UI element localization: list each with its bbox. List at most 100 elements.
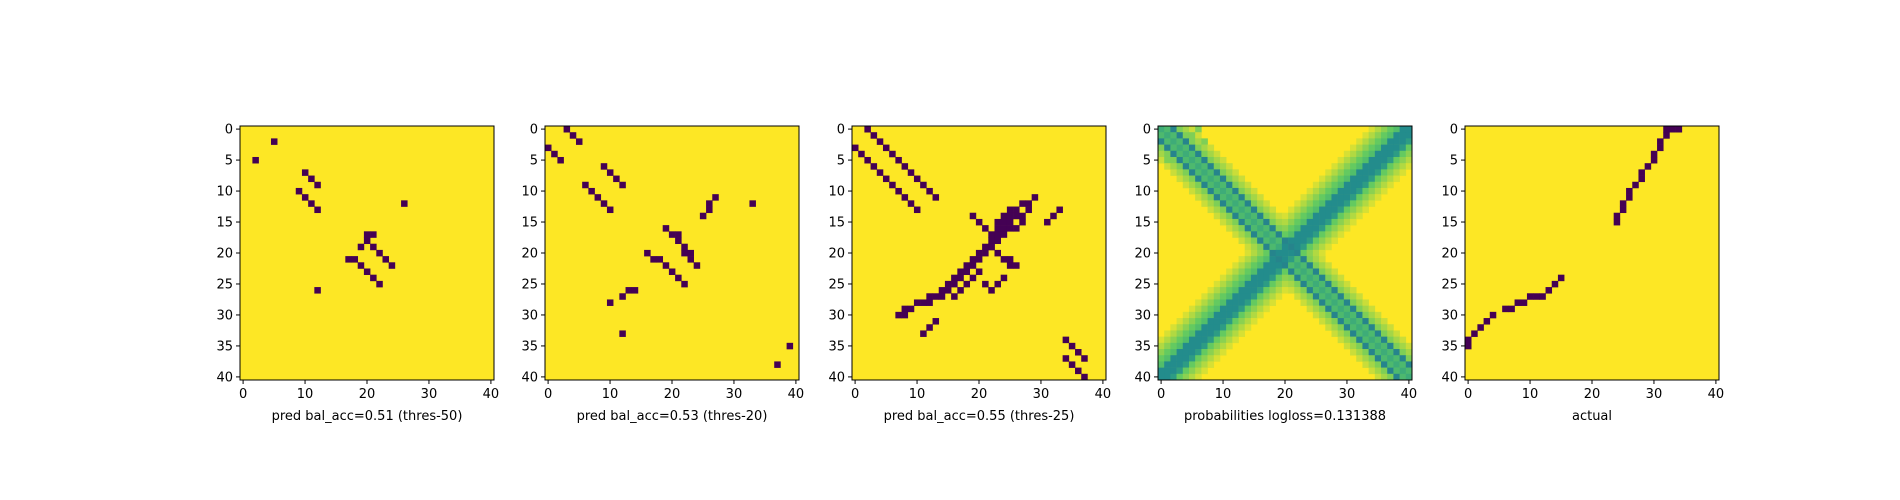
heatmap-cell: [1164, 355, 1171, 362]
heatmap-cell: [582, 181, 589, 189]
heatmap-cell: [1182, 373, 1190, 381]
heatmap-cell: [1195, 361, 1202, 368]
heatmap-cell: [1300, 280, 1307, 288]
heatmap-cell: [363, 237, 371, 245]
heatmap-cell: [1319, 212, 1326, 220]
heatmap-cell: [1374, 194, 1382, 201]
heatmap-cell: [1226, 330, 1233, 337]
heatmap-cell: [1483, 318, 1491, 325]
heatmap-cell: [1207, 318, 1215, 325]
heatmap-cell: [1226, 218, 1233, 226]
heatmap-cell: [1219, 311, 1227, 319]
heatmap-cell: [1275, 268, 1283, 275]
heatmap-cell: [1362, 156, 1369, 164]
heatmap-cell: [1350, 293, 1357, 300]
heatmap-cell: [982, 243, 989, 251]
heatmap-cell: [1195, 336, 1202, 344]
heatmap-cell: [1294, 293, 1301, 300]
heatmap-cell: [1362, 349, 1369, 356]
heatmap-cell: [963, 262, 971, 269]
heatmap-cell: [706, 200, 713, 207]
heatmap-cell: [1164, 373, 1171, 381]
heatmap-cell: [920, 330, 927, 337]
heatmap-cell: [1226, 342, 1233, 350]
heatmap-cell: [1356, 200, 1363, 207]
heatmap-cell: [1325, 187, 1332, 195]
heatmap-cell: [1331, 299, 1338, 306]
heatmap-cell: [1539, 293, 1546, 300]
heatmap-cell: [1207, 150, 1215, 158]
heatmap-cell: [1381, 126, 1388, 133]
heatmap-cell: [901, 163, 909, 170]
heatmap-cell: [1068, 342, 1076, 350]
heatmap-cell: [1238, 175, 1246, 183]
heatmap-cell: [1238, 206, 1246, 214]
heatmap-cell: [1399, 144, 1407, 152]
heatmap-cell: [1306, 287, 1314, 294]
heatmap-cell: [1368, 324, 1376, 331]
heatmap-cell: [1188, 367, 1196, 375]
heatmap-cell: [1176, 330, 1184, 337]
heatmap-cell: [1387, 163, 1394, 170]
heatmap-cell: [1188, 324, 1196, 331]
heatmap-cell: [1269, 262, 1277, 269]
heatmap-cell: [1306, 274, 1314, 282]
heatmap-cell: [1244, 249, 1252, 257]
heatmap-cell: [1356, 342, 1363, 350]
heatmap-cell: [1331, 330, 1338, 337]
heatmap-cell: [631, 287, 639, 294]
heatmap-cell: [1319, 311, 1326, 319]
heatmap-cell: [1244, 187, 1252, 195]
heatmap-cell: [1170, 342, 1177, 350]
y-tick-label: 0: [837, 123, 845, 138]
heatmap-cell: [1557, 274, 1565, 282]
heatmap-cell: [1294, 200, 1301, 207]
heatmap-cell: [1250, 187, 1258, 195]
x-tick-label: 10: [909, 387, 926, 402]
heatmap-cell: [1343, 311, 1351, 319]
heatmap-cell: [1281, 249, 1289, 257]
heatmap-cell: [969, 274, 977, 282]
heatmap-cell: [1226, 169, 1233, 176]
heatmap-cell: [1158, 132, 1165, 139]
x-tick-label: 0: [544, 387, 552, 402]
heatmap-cell: [1393, 169, 1400, 176]
heatmap-cell: [1250, 280, 1258, 288]
heatmap-cell: [1201, 330, 1208, 337]
heatmap-cell: [1356, 299, 1363, 306]
heatmap-cell: [1337, 299, 1345, 306]
heatmap-cell: [1182, 175, 1190, 183]
heatmap-cell: [1201, 367, 1208, 375]
heatmap-cell: [1405, 150, 1413, 158]
heatmap-cell: [1219, 206, 1227, 214]
heatmap-cell: [1343, 330, 1351, 337]
heatmap-cell: [1263, 299, 1270, 306]
heatmap-cell: [1306, 299, 1314, 306]
heatmap-cell: [1275, 280, 1283, 288]
heatmap-cell: [370, 231, 377, 238]
heatmap-cell: [1244, 280, 1252, 288]
heatmap-cell: [1170, 169, 1177, 176]
heatmap-cell: [1213, 311, 1221, 319]
heatmap-cell: [1201, 156, 1208, 164]
heatmap-cell: [1219, 274, 1227, 282]
heatmap-cell: [1244, 231, 1252, 238]
x-tick-label: 20: [971, 387, 988, 402]
heatmap-cell: [594, 194, 602, 201]
heatmap-cell: [1182, 163, 1190, 170]
heatmap-cell: [1319, 218, 1326, 226]
heatmap-cell: [1343, 336, 1351, 344]
heatmap-cell: [1381, 330, 1388, 337]
heatmap-cell: [1368, 156, 1376, 164]
heatmap-cell: [1250, 243, 1258, 251]
heatmap-cell: [1000, 274, 1008, 282]
heatmap-cell: [301, 194, 309, 201]
heatmap-cell: [1300, 268, 1307, 275]
heatmap-cell: [1244, 268, 1252, 275]
heatmap-cell: [1201, 349, 1208, 356]
heatmap-cell: [1226, 287, 1233, 294]
heatmap-cell: [699, 212, 707, 220]
heatmap-cell: [1219, 299, 1227, 306]
y-tick-label: 35: [1441, 339, 1458, 354]
heatmap-cell: [1164, 342, 1171, 350]
